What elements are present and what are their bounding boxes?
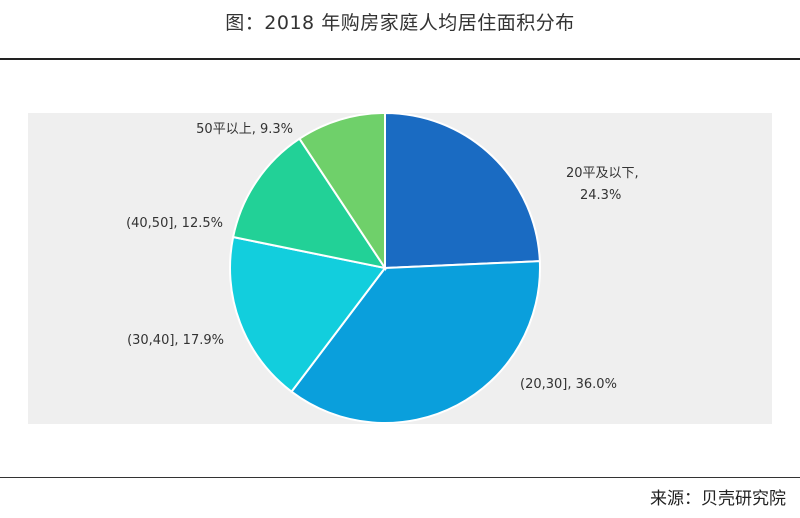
chart-title: 图：2018 年购房家庭人均居住面积分布 <box>225 12 575 34</box>
pie-slice <box>290 260 541 424</box>
source-note: 来源：贝壳研究院 <box>650 489 786 509</box>
pie-slice <box>228 235 387 394</box>
slice-label: (30,40], 17.9% <box>127 333 224 348</box>
slice-label: (20,30], 36.0% <box>520 377 617 392</box>
pie-slice <box>298 111 386 272</box>
bottom-divider <box>0 477 800 478</box>
pie-slice <box>384 111 541 270</box>
top-divider <box>0 58 800 60</box>
slice-label: 20平及以下, 24.3% <box>566 166 639 203</box>
slice-label: (40,50], 12.5% <box>126 216 223 231</box>
pie-slice <box>231 137 388 270</box>
slice-label: 50平以上, 9.3% <box>196 122 293 137</box>
